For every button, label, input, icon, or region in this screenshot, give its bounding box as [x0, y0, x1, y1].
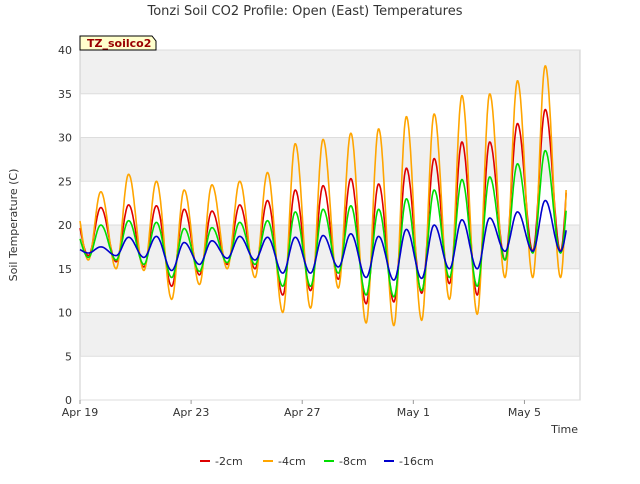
legend-label: -16cm	[399, 455, 434, 468]
x-tick-label: Apr 27	[284, 406, 321, 419]
x-tick-label: May 1	[397, 406, 430, 419]
x-axis-ticks: Apr 19 Apr 23 Apr 27 May 1 May 5	[62, 400, 541, 419]
chart-title: Tonzi Soil CO2 Profile: Open (East) Temp…	[146, 4, 462, 19]
x-tick-label: Apr 23	[173, 406, 210, 419]
y-tick-label: 10	[58, 307, 72, 320]
y-tick-label: 15	[58, 263, 72, 276]
y-axis-ticks: 0 5 10 15 20 25 30 35 40	[58, 44, 72, 407]
grid-band	[80, 50, 580, 94]
legend-label: -2cm	[215, 455, 243, 468]
series-line-2cm	[79, 108, 567, 305]
grid-band	[80, 137, 580, 182]
badge-label: TZ_soilco2	[87, 37, 151, 50]
badge-box	[79, 35, 157, 51]
x-tick-label: May 5	[508, 406, 541, 419]
y-tick-label: 0	[65, 394, 72, 407]
y-axis-label: Soil Temperature (C)	[7, 169, 20, 282]
x-tick-label: Apr 19	[62, 406, 99, 419]
y-tick-label: 20	[58, 219, 72, 232]
x-axis-label: Time	[550, 423, 578, 436]
y-tick-label: 40	[58, 44, 72, 57]
legend-label: -8cm	[339, 455, 367, 468]
series-lines	[79, 65, 567, 327]
y-tick-label: 30	[58, 132, 72, 145]
series-line-16cm	[79, 199, 567, 281]
legend: -2cm -4cm -8cm -16cm	[200, 455, 434, 468]
grid-band	[80, 312, 580, 357]
y-tick-label: 25	[58, 175, 72, 188]
y-tick-label: 5	[65, 350, 72, 363]
legend-label: -4cm	[278, 455, 306, 468]
series-line-4cm	[79, 65, 567, 327]
badge: TZ_soilco2	[79, 35, 157, 51]
grid-lines	[80, 49, 580, 401]
series-line-8cm	[79, 149, 567, 298]
y-tick-label: 35	[58, 88, 72, 101]
